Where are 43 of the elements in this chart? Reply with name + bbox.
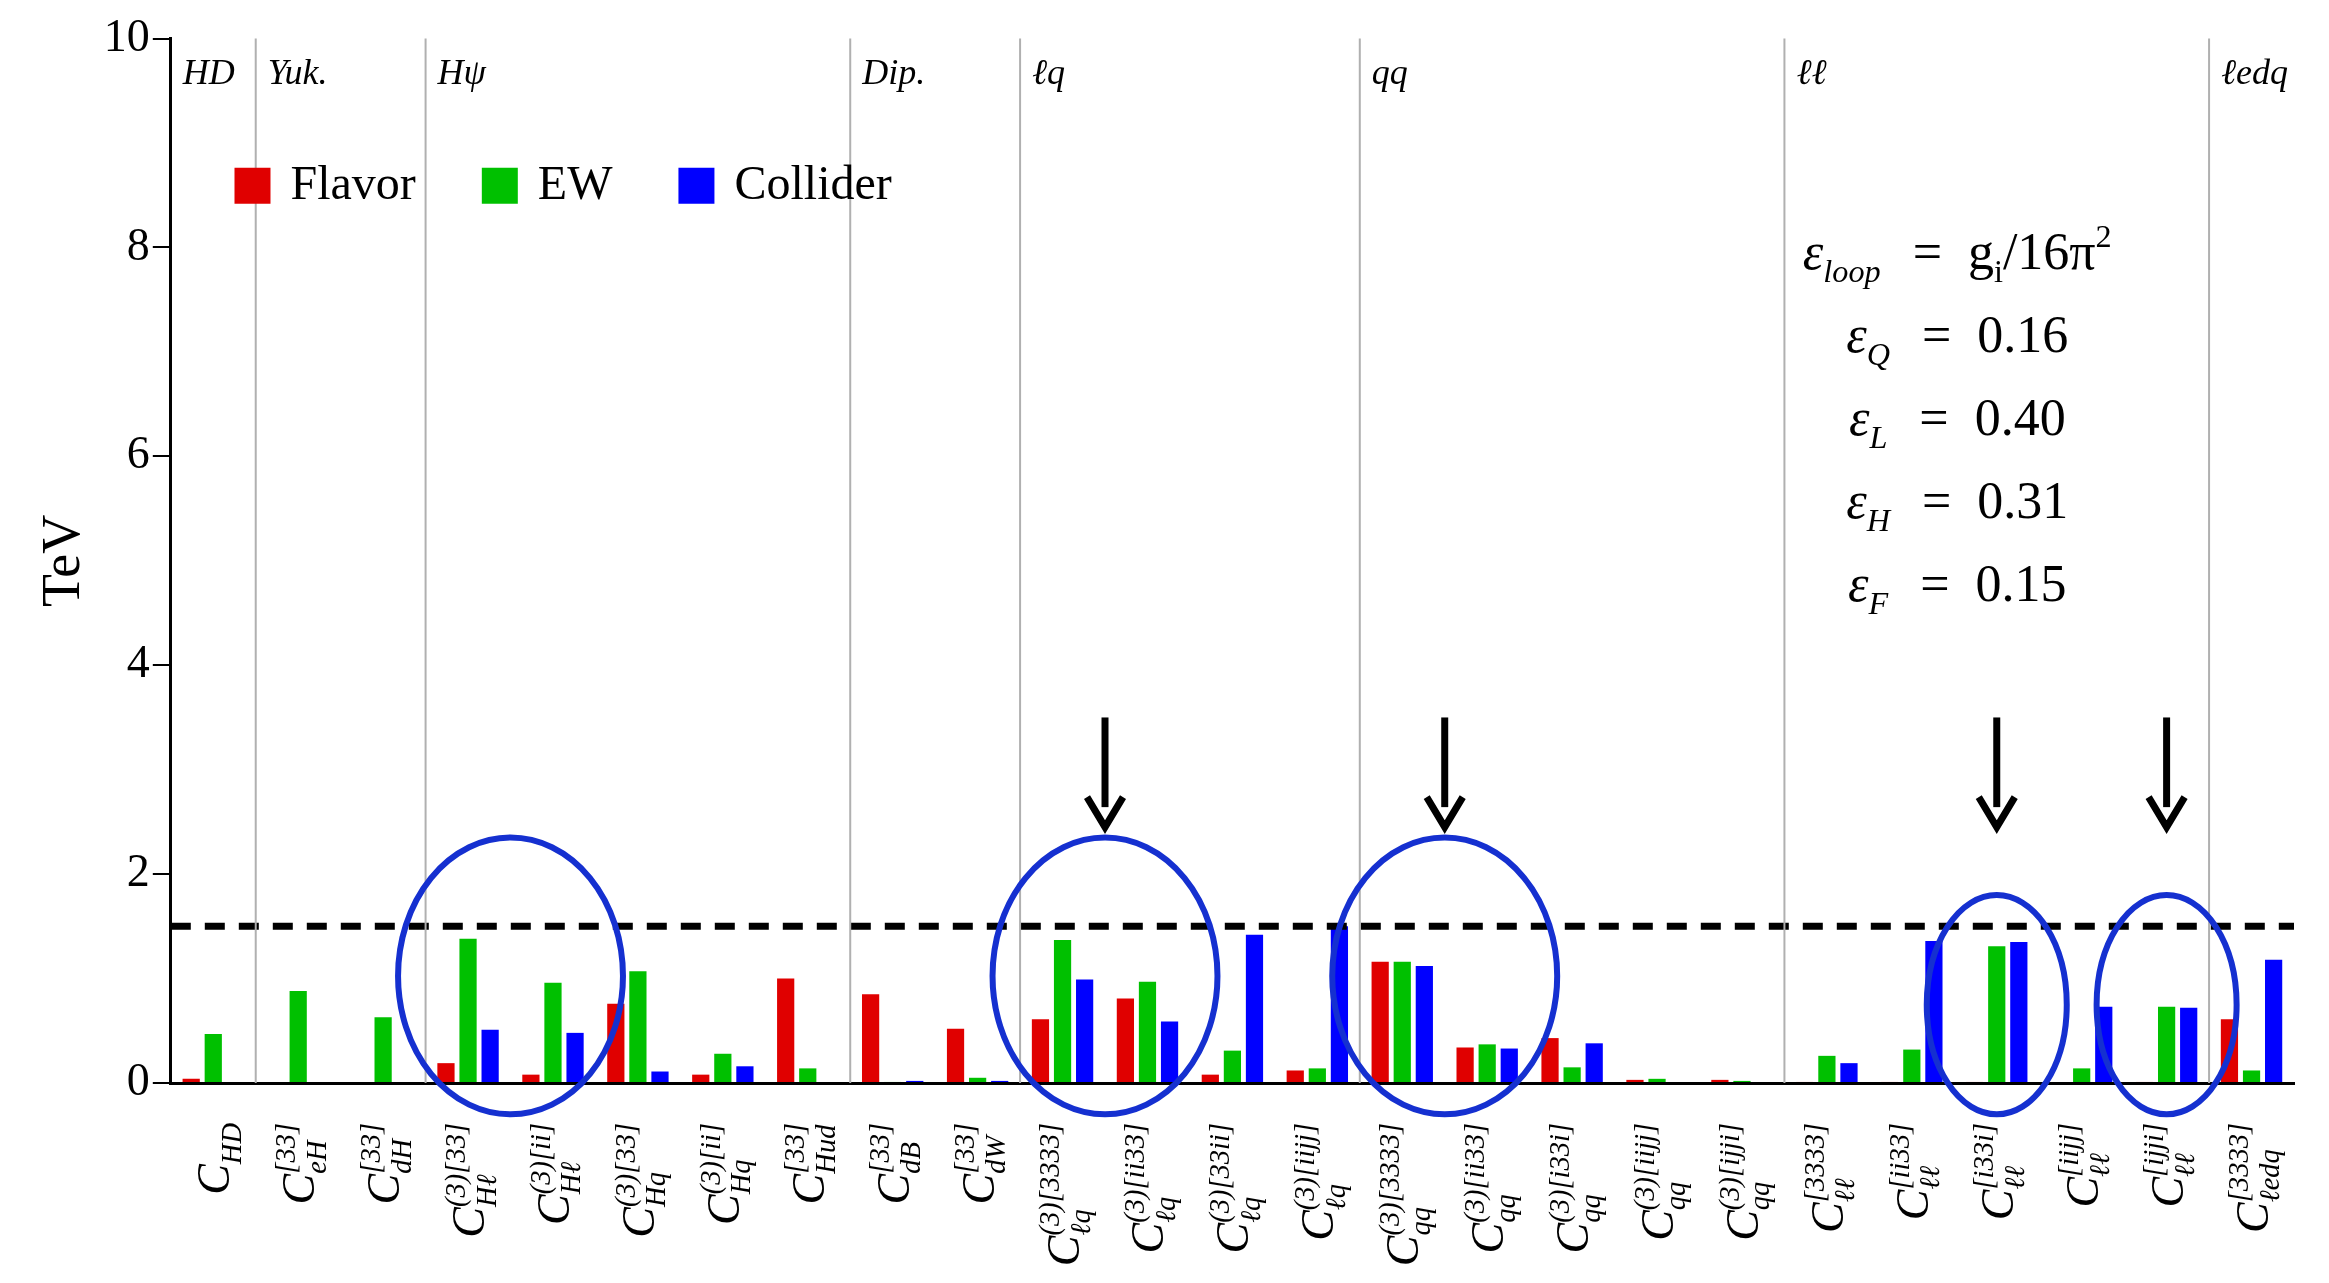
annotation: ℓq [1032,51,1066,92]
x-tick-label: C(3)[33ii]ℓq [1204,1122,1266,1254]
y-tick-label: 10 [103,9,150,61]
x-tick-label: C(3)[ii]Hℓ [524,1122,587,1225]
x-tick-label: C(3)[iijj]ℓq [1289,1122,1351,1241]
legend-label: Flavor [290,156,416,210]
x-tick-label: C[33]dH [354,1122,417,1205]
x-tick-label: C(3)[ijji]qq [1713,1122,1776,1241]
x-tick-label: C[33]dW [949,1122,1012,1205]
x-tick-label: C[3333]ℓedq [2223,1122,2286,1233]
x-tick-label: CHD [188,1122,247,1195]
annotation: HD [181,51,235,92]
annotation: ℓedq [2221,51,2289,92]
annotation: Hψ [436,51,487,92]
y-tick-label: 8 [126,218,150,270]
x-tick-label: C(3)[33]Hq [609,1122,672,1238]
x-tick-label: C[ijji]ℓℓ [2138,1122,2201,1208]
x-tick-label: C[33]Hud [779,1122,842,1205]
legend-label: EW [537,156,614,210]
x-tick-label: C[i33i]ℓℓ [1968,1122,2031,1221]
annotation: Dip. [861,51,926,92]
x-tick-label: C(3)[33]Hℓ [439,1122,502,1238]
y-tick-label: 4 [126,636,150,688]
annotation: ℓℓ [1796,51,1827,92]
y-tick-label: 6 [126,427,150,479]
x-tick-label: C(3)[ii33]ℓq [1119,1122,1181,1254]
y-tick-label: 2 [126,845,150,897]
annotation: Yuk. [267,51,328,92]
x-tick-label: C[ii33]ℓℓ [1883,1122,1946,1221]
x-tick-label: C(3)[3333]qq [1373,1122,1436,1267]
annotation: qq [1371,51,1408,92]
x-tick-label: C[33]eH [269,1122,332,1205]
x-tick-label: C[33]dB [864,1122,927,1205]
x-tick-label: C[3333]ℓℓ [1798,1122,1861,1233]
x-tick-label: C(3)[3333]ℓq [1034,1122,1097,1267]
y-axis-title: TeV [30,514,91,607]
x-tick-label: C(3)[i33i]qq [1543,1122,1606,1254]
legend-label: Collider [734,156,892,210]
x-tick-label: C(3)[ii33]qq [1458,1122,1521,1254]
x-tick-label: C(3)[ii]Hq [694,1122,757,1225]
x-tick-label: C(3)[iijj]qq [1628,1122,1691,1241]
y-tick-label: 0 [126,1054,150,1106]
x-tick-label: C[iijj]ℓℓ [2053,1122,2116,1208]
